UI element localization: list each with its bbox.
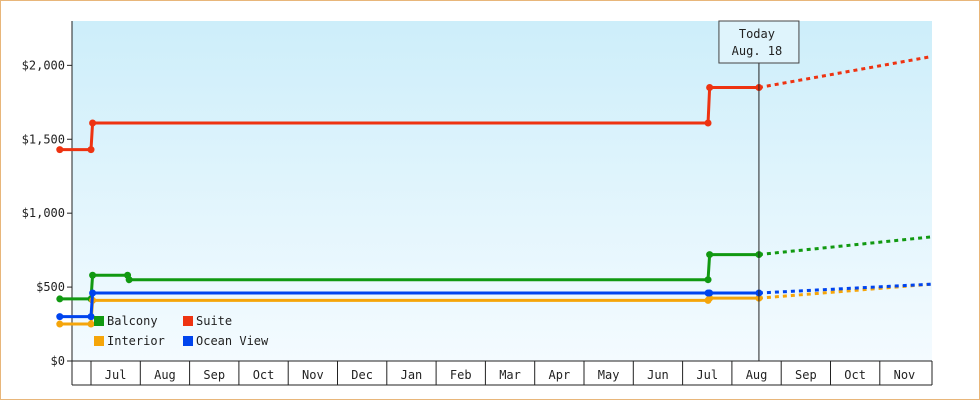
data-point — [87, 313, 95, 321]
x-tick-label: Aug — [154, 368, 176, 382]
legend-label: Balcony — [107, 314, 158, 328]
x-tick-label: Mar — [499, 368, 521, 382]
data-point — [87, 146, 95, 154]
data-point — [125, 276, 133, 284]
x-tick-label: Nov — [894, 368, 916, 382]
y-tick-label: $2,000 — [22, 58, 65, 72]
legend: Balcony Suite Interior Ocean View — [94, 314, 269, 348]
y-tick-label: $1,000 — [22, 206, 65, 220]
data-point — [89, 119, 97, 127]
legend-item: Suite — [183, 314, 232, 328]
y-tick-label: $500 — [36, 280, 65, 294]
data-point — [704, 276, 712, 284]
data-point — [89, 289, 97, 297]
y-tick-label: $0 — [51, 354, 65, 368]
legend-item: Balcony — [94, 314, 158, 328]
x-tick-label: Dec — [351, 368, 373, 382]
data-point — [89, 271, 97, 279]
legend-swatch — [94, 336, 104, 346]
legend-item: Ocean View — [183, 334, 269, 348]
series-ocean-view — [56, 282, 933, 321]
x-tick-label: Jan — [401, 368, 423, 382]
today-marker: Today Aug. 18 — [718, 20, 800, 361]
forecast-line — [758, 235, 933, 257]
series-layer — [56, 55, 933, 328]
x-tick-label: Aug — [746, 368, 768, 382]
data-point — [706, 84, 714, 92]
data-point — [56, 313, 64, 321]
legend-swatch — [183, 336, 193, 346]
x-tick-label: Jul — [105, 368, 127, 382]
forecast-line — [758, 55, 933, 89]
data-point — [56, 320, 64, 328]
x-tick-label: Sep — [795, 368, 817, 382]
x-tick-label: Oct — [844, 368, 866, 382]
plot-area — [72, 21, 932, 361]
series-suite — [56, 55, 933, 154]
data-point — [704, 119, 712, 127]
today-date-label: Aug. 18 — [732, 44, 783, 58]
x-tick-label: Jun — [647, 368, 669, 382]
data-point — [87, 320, 95, 328]
data-point — [56, 295, 64, 303]
legend-item: Interior — [94, 334, 165, 348]
x-tick-label: Jul — [696, 368, 718, 382]
legend-label: Ocean View — [196, 334, 269, 348]
legend-label: Interior — [107, 334, 165, 348]
x-tick-label: Sep — [203, 368, 225, 382]
data-point — [56, 146, 64, 154]
y-tick-label: $1,500 — [22, 132, 65, 146]
x-tick-label: Nov — [302, 368, 324, 382]
x-tick-label: Feb — [450, 368, 472, 382]
series-line — [59, 291, 759, 319]
forecast-line — [758, 282, 933, 295]
today-box — [718, 20, 800, 64]
legend-swatch — [94, 316, 104, 326]
data-point — [706, 289, 714, 297]
y-axis: $0 $500 $1,000 $1,500 $2,000 — [22, 21, 73, 385]
today-label: Today — [739, 27, 775, 41]
x-tick-label: Apr — [549, 368, 571, 382]
legend-label: Suite — [196, 314, 232, 328]
x-tick-label: May — [598, 368, 620, 382]
data-point — [706, 251, 714, 259]
series-line — [59, 86, 759, 152]
x-axis: Jul Aug Sep Oct Nov Dec Jan Feb Mar Apr May Jun Jul A… — [72, 360, 933, 386]
series-line — [59, 296, 759, 326]
legend-swatch — [183, 316, 193, 326]
x-tick-label: Oct — [253, 368, 275, 382]
